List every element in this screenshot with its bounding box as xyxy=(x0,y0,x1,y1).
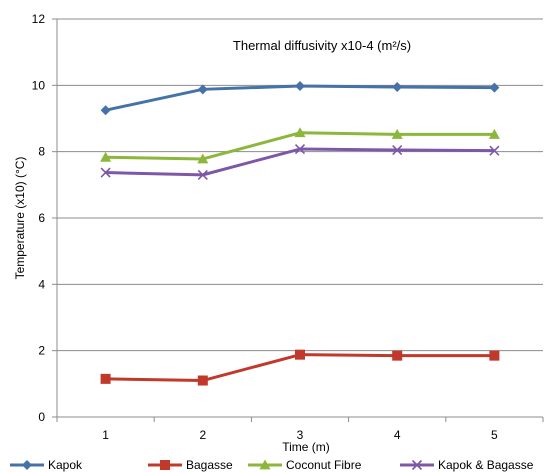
legend-label: Kapok xyxy=(48,458,83,472)
data-point-kapok xyxy=(392,81,403,92)
data-point-bagasse xyxy=(295,349,305,360)
legend-label: Coconut Fibre xyxy=(286,458,362,472)
chart-title: Thermal diffusivity x10-4 (m²/s) xyxy=(233,38,411,53)
data-point-bagasse xyxy=(197,375,208,386)
x-tick-label: 2 xyxy=(199,428,206,442)
data-point-kapok-bagasse xyxy=(100,167,111,178)
legend-swatch-marker xyxy=(259,459,271,470)
legend-swatch-marker xyxy=(22,460,32,470)
data-point-kapok xyxy=(197,84,208,95)
axes xyxy=(52,18,544,422)
series-group xyxy=(100,80,500,386)
x-tick-label: 4 xyxy=(394,428,401,442)
legend-item-coconut-fibre: Coconut Fibre xyxy=(248,458,362,472)
data-point-kapok-bagasse xyxy=(197,169,208,180)
y-tick-label: 10 xyxy=(32,78,46,92)
data-point-coconut-fibre xyxy=(488,128,500,139)
data-point-bagasse xyxy=(392,350,403,361)
data-point-kapok-bagasse xyxy=(489,145,500,156)
y-tick-labels: 0 2 4 6 8 10 12 xyxy=(32,12,46,424)
x-axis-title: Time (m) xyxy=(282,440,330,454)
series-coconut-fibre xyxy=(100,127,500,164)
data-point-kapok xyxy=(489,82,500,93)
legend-label: Bagasse xyxy=(186,458,233,472)
data-point-coconut-fibre xyxy=(391,128,403,139)
y-tick-label: 0 xyxy=(38,410,45,424)
legend-item-bagasse: Bagasse xyxy=(148,458,233,472)
legend-swatch-marker xyxy=(411,459,423,471)
data-point-bagasse xyxy=(489,350,500,361)
x-tick-labels: 1 2 3 4 5 xyxy=(102,428,498,442)
legend: Kapok Bagasse Coconut Fibre Kapok & Bagasse xyxy=(10,458,534,472)
series-kapok xyxy=(100,80,500,116)
data-point-bagasse xyxy=(100,373,111,384)
y-tick-label: 8 xyxy=(38,145,45,159)
x-tick-label: 5 xyxy=(491,428,498,442)
data-point-kapok-bagasse xyxy=(392,144,403,156)
data-point-kapok-bagasse xyxy=(294,143,306,155)
x-tick-label: 1 xyxy=(102,428,109,442)
legend-swatch-marker xyxy=(160,460,170,470)
series-bagasse xyxy=(100,349,500,386)
y-tick-label: 12 xyxy=(32,12,46,26)
legend-item-kapok: Kapok xyxy=(10,458,83,472)
data-point-kapok xyxy=(100,105,111,116)
series-kapok-bagasse xyxy=(100,143,500,180)
data-point-coconut-fibre xyxy=(294,127,306,138)
x-tick-label: 3 xyxy=(297,428,304,442)
data-point-coconut-fibre xyxy=(197,153,209,164)
data-point-kapok xyxy=(295,80,305,91)
y-tick-label: 6 xyxy=(38,211,45,225)
y-tick-label: 4 xyxy=(38,277,45,291)
y-tick-label: 2 xyxy=(38,344,45,358)
legend-item-kapok-bagasse: Kapok & Bagasse xyxy=(400,458,534,472)
data-point-coconut-fibre xyxy=(100,151,112,162)
y-axis-title: Temperature (x10) (°C) xyxy=(13,157,27,280)
legend-label: Kapok & Bagasse xyxy=(438,458,534,472)
